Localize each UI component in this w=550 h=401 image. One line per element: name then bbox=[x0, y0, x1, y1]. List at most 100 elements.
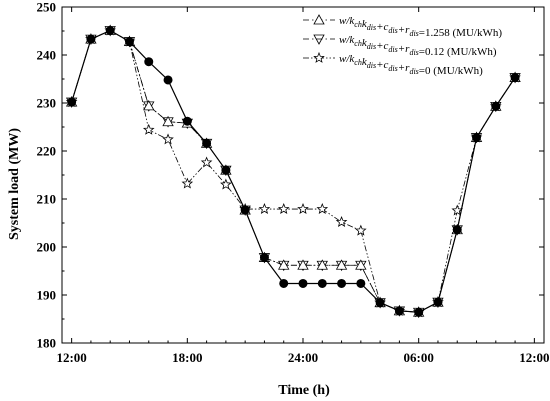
series-1-point bbox=[259, 253, 269, 263]
x-tick-label: 12:00 bbox=[519, 350, 549, 365]
y-tick-label: 180 bbox=[37, 336, 57, 351]
legend-label-part: ch bbox=[354, 20, 362, 29]
series-4-point bbox=[142, 123, 155, 135]
legend-marker bbox=[313, 14, 325, 25]
legend-label: w/kchkdis+cdis+rdis=1.258 (MU/kWh) bbox=[339, 15, 502, 39]
legend-label-part: =0.12 (MU/kWh) bbox=[419, 46, 497, 58]
x-tick-label: 24:00 bbox=[288, 350, 318, 365]
legend-label-part: ch bbox=[354, 58, 362, 67]
y-axis-title: System load (MW) bbox=[7, 128, 22, 240]
legend-label-part: dis bbox=[367, 61, 376, 70]
series-1-point bbox=[221, 165, 231, 175]
legend-label-part: k bbox=[362, 56, 368, 68]
series-1-point bbox=[452, 225, 462, 235]
legend-label-part: +c bbox=[376, 59, 388, 71]
legend-label-part: dis bbox=[388, 26, 397, 35]
series-1-point bbox=[86, 34, 96, 44]
series-1-point bbox=[67, 97, 77, 107]
y-tick-label: 240 bbox=[37, 48, 57, 63]
series-1-point bbox=[394, 306, 404, 316]
series-2-point bbox=[335, 259, 348, 270]
legend-label-part: dis bbox=[367, 23, 376, 32]
legend-label: w/kchkdis+cdis+rdis=0.12 (MU/kWh) bbox=[339, 34, 497, 58]
series-4-point bbox=[200, 156, 213, 168]
legend-label-part: dis bbox=[388, 45, 397, 54]
legend-label-part: ch bbox=[354, 39, 362, 48]
series-2-point bbox=[297, 259, 309, 270]
series-1-point bbox=[375, 298, 385, 308]
series-2-point bbox=[355, 259, 367, 270]
series-4-point bbox=[316, 203, 329, 215]
y-tick-label: 200 bbox=[37, 240, 57, 255]
series-group bbox=[65, 24, 521, 319]
legend-label-part: +c bbox=[376, 40, 388, 52]
series-1-point bbox=[279, 278, 289, 288]
legend-marker bbox=[313, 51, 325, 63]
legend-label-part: =0 (MU/kWh) bbox=[419, 65, 483, 77]
legend-label-part: k bbox=[362, 18, 368, 30]
legend-item-1: w/kchkdis+cdis+rdis=1.258 (MU/kWh) bbox=[303, 14, 502, 39]
y-tick-label: 190 bbox=[37, 288, 57, 303]
y-tick-label: 250 bbox=[37, 0, 57, 15]
series-1-point bbox=[163, 75, 173, 85]
series-1-point bbox=[433, 297, 443, 307]
x-tick-label: 06:00 bbox=[404, 350, 434, 365]
series-4-point bbox=[181, 177, 194, 189]
legend-label-part: dis bbox=[388, 64, 397, 73]
series-1-point bbox=[240, 205, 250, 215]
legend-label-part: dis bbox=[409, 48, 418, 57]
legend-label-part: w/k bbox=[339, 15, 355, 27]
series-1-point bbox=[414, 307, 424, 317]
x-tick-label: 18:00 bbox=[172, 350, 202, 365]
legend: w/kchkdis+cdis+rdis=1.258 (MU/kWh)w/kchk… bbox=[303, 14, 502, 77]
legend-label-part: +r bbox=[398, 24, 410, 36]
series-4-point bbox=[277, 203, 290, 215]
series-4-point bbox=[335, 215, 348, 227]
ticks-group: 12:00 18:00 24:00 06:00 12:00180190200210220… bbox=[37, 0, 550, 365]
series-1-point bbox=[356, 278, 366, 288]
legend-label-part: dis bbox=[367, 42, 376, 51]
series-2-point bbox=[162, 115, 174, 127]
series-1-line bbox=[71, 29, 516, 313]
series-4-point bbox=[297, 203, 309, 215]
y-tick-label: 210 bbox=[37, 192, 57, 207]
series-4-point bbox=[258, 203, 271, 215]
y-tick-label: 220 bbox=[37, 144, 57, 159]
legend-item-3: w/kchkdis+cdis+rdis=0 (MU/kWh) bbox=[303, 51, 483, 77]
legend-label-part: =1.258 (MU/kWh) bbox=[419, 27, 503, 39]
series-1-point bbox=[105, 26, 115, 36]
series-2-line bbox=[71, 30, 516, 313]
series-1-point bbox=[298, 278, 308, 288]
series-1-point bbox=[472, 133, 482, 143]
series-4-line bbox=[71, 30, 516, 313]
legend-label-part: +c bbox=[376, 21, 388, 33]
x-tick-label: 12:00 bbox=[56, 350, 86, 365]
series-4-point bbox=[451, 204, 464, 216]
legend-label-part: dis bbox=[409, 29, 418, 38]
series-1 bbox=[67, 26, 520, 317]
series-1-point bbox=[144, 57, 154, 67]
legend-label: w/kchkdis+cdis+rdis=0 (MU/kWh) bbox=[339, 53, 483, 77]
series-1-point bbox=[510, 73, 520, 83]
legend-item-2: w/kchkdis+cdis+rdis=0.12 (MU/kWh) bbox=[303, 34, 497, 58]
series-2-point bbox=[143, 100, 155, 111]
legend-label-part: +r bbox=[398, 62, 410, 74]
series-4-point bbox=[220, 178, 232, 190]
legend-label-part: k bbox=[362, 37, 368, 49]
series-1-point bbox=[337, 278, 347, 288]
series-1-point bbox=[491, 101, 501, 111]
legend-label-part: w/k bbox=[339, 53, 355, 65]
legend-label-part: w/k bbox=[339, 34, 355, 46]
legend-label-part: dis bbox=[409, 67, 418, 76]
series-4-point bbox=[162, 133, 174, 145]
x-axis-title: Time (h) bbox=[278, 383, 330, 398]
y-tick-label: 230 bbox=[37, 96, 57, 111]
series-4-point bbox=[355, 224, 367, 236]
series-1-point bbox=[202, 138, 212, 148]
series-1-point bbox=[182, 116, 192, 126]
legend-marker bbox=[313, 34, 325, 45]
series-2-point bbox=[278, 259, 290, 270]
series-1-point bbox=[124, 37, 134, 47]
